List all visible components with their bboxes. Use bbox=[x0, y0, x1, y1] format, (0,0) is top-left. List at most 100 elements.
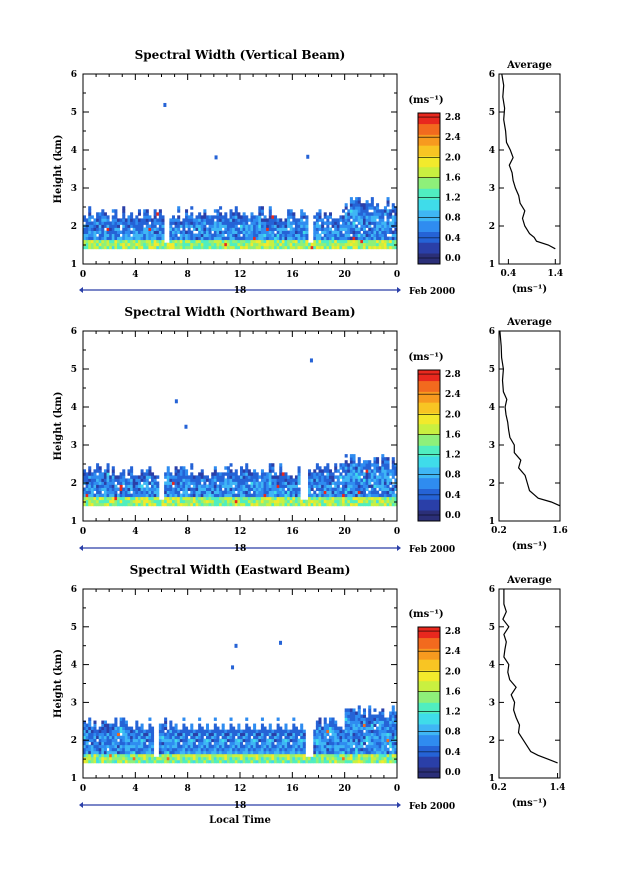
heat-cell bbox=[166, 490, 170, 495]
heat-cell bbox=[208, 496, 212, 501]
heat-cell bbox=[195, 756, 199, 761]
heat-cell bbox=[242, 735, 246, 740]
heat-cell bbox=[281, 239, 285, 244]
heat-cell bbox=[336, 230, 340, 234]
heat-cell bbox=[124, 496, 128, 501]
heat-cell bbox=[253, 753, 257, 758]
heat-cell bbox=[96, 732, 100, 737]
heat-cell bbox=[171, 490, 175, 495]
heat-cell bbox=[302, 233, 306, 238]
heat-cell bbox=[124, 487, 128, 491]
heat-cell bbox=[224, 472, 228, 476]
heat-cell bbox=[182, 239, 186, 244]
heat-cell bbox=[111, 227, 115, 231]
heat-cell bbox=[349, 502, 353, 507]
heat-cell bbox=[211, 242, 215, 247]
heat-cell bbox=[96, 466, 100, 470]
heat-cell bbox=[208, 490, 212, 495]
colorbar-swatch bbox=[418, 713, 440, 725]
heat-cell bbox=[135, 493, 139, 498]
heat-cell bbox=[135, 224, 139, 228]
heat-cell bbox=[90, 759, 94, 764]
profile-y-tick-label: 4 bbox=[489, 403, 495, 413]
heat-cell bbox=[352, 221, 356, 225]
heat-cell bbox=[151, 239, 155, 244]
heat-cell bbox=[342, 741, 346, 746]
heat-cell bbox=[357, 475, 361, 479]
heat-cell bbox=[93, 218, 97, 222]
heat-cell bbox=[381, 209, 385, 213]
heat-cell bbox=[127, 747, 131, 752]
heat-cell bbox=[200, 245, 204, 250]
heat-cell bbox=[96, 747, 100, 752]
heat-cell bbox=[135, 239, 139, 244]
heat-cell bbox=[219, 484, 223, 488]
heat-cell bbox=[260, 481, 264, 485]
profile-y-tick-label: 1 bbox=[489, 774, 495, 784]
heat-cell bbox=[389, 735, 393, 740]
heat-cell bbox=[158, 239, 162, 244]
heat-cell bbox=[245, 723, 249, 727]
heat-cell bbox=[268, 242, 272, 247]
heat-cell bbox=[103, 729, 107, 734]
heat-cell bbox=[234, 738, 238, 743]
heat-cell bbox=[274, 729, 278, 734]
heat-cell bbox=[365, 242, 369, 247]
heat-cell bbox=[211, 490, 215, 495]
heat-cell bbox=[158, 753, 162, 758]
heat-cell bbox=[297, 239, 301, 244]
heat-cell bbox=[166, 753, 170, 758]
heat-cell bbox=[305, 239, 309, 244]
heat-cell bbox=[315, 750, 319, 755]
heat-cell bbox=[355, 735, 359, 740]
heat-cell bbox=[143, 481, 147, 485]
heat-cell bbox=[389, 212, 393, 216]
heat-cell bbox=[137, 747, 141, 752]
heat-cell bbox=[376, 732, 380, 737]
heat-cell bbox=[339, 732, 343, 737]
heat-cell bbox=[373, 457, 377, 461]
heat-cell bbox=[294, 490, 298, 495]
heat-cell bbox=[360, 753, 364, 758]
heat-cell bbox=[336, 221, 340, 225]
heat-cell bbox=[355, 236, 359, 241]
heat-cell bbox=[96, 224, 100, 228]
heat-cell bbox=[143, 227, 147, 231]
heat-cell bbox=[205, 215, 209, 219]
heat-cell bbox=[177, 230, 181, 234]
heat-cell bbox=[373, 478, 377, 482]
heat-cell bbox=[198, 218, 202, 222]
heat-cell bbox=[305, 756, 309, 761]
heat-cell bbox=[260, 236, 264, 241]
heat-cell bbox=[137, 233, 141, 238]
heat-cell bbox=[226, 490, 230, 495]
heat-cell bbox=[111, 230, 115, 234]
heat-cell bbox=[96, 236, 100, 241]
heat-cell bbox=[347, 714, 351, 718]
heat-cell bbox=[111, 496, 115, 501]
heat-cell bbox=[389, 236, 393, 241]
heat-cell bbox=[224, 218, 228, 222]
heat-cell bbox=[187, 227, 191, 231]
heat-cell bbox=[158, 245, 162, 250]
heat-cell bbox=[127, 218, 131, 222]
heat-cell bbox=[263, 481, 267, 485]
heat-cell bbox=[318, 729, 322, 734]
heat-cell bbox=[247, 227, 251, 231]
heat-cell bbox=[234, 233, 238, 238]
heat-cell bbox=[213, 759, 217, 764]
heat-cell bbox=[130, 221, 134, 225]
colorbar-swatch bbox=[418, 402, 440, 414]
heat-cell bbox=[211, 224, 215, 228]
heat-cell bbox=[109, 496, 113, 501]
heat-cell bbox=[250, 499, 254, 504]
heat-cell bbox=[190, 499, 194, 504]
heat-cell bbox=[130, 466, 134, 470]
heat-cell bbox=[122, 224, 126, 228]
heat-cell bbox=[355, 753, 359, 758]
heat-cell bbox=[164, 741, 168, 746]
heat-cell bbox=[271, 490, 275, 495]
heat-cell bbox=[221, 490, 225, 495]
heat-cell bbox=[114, 732, 118, 737]
colorbar-tick-label: 1.6 bbox=[445, 430, 461, 440]
